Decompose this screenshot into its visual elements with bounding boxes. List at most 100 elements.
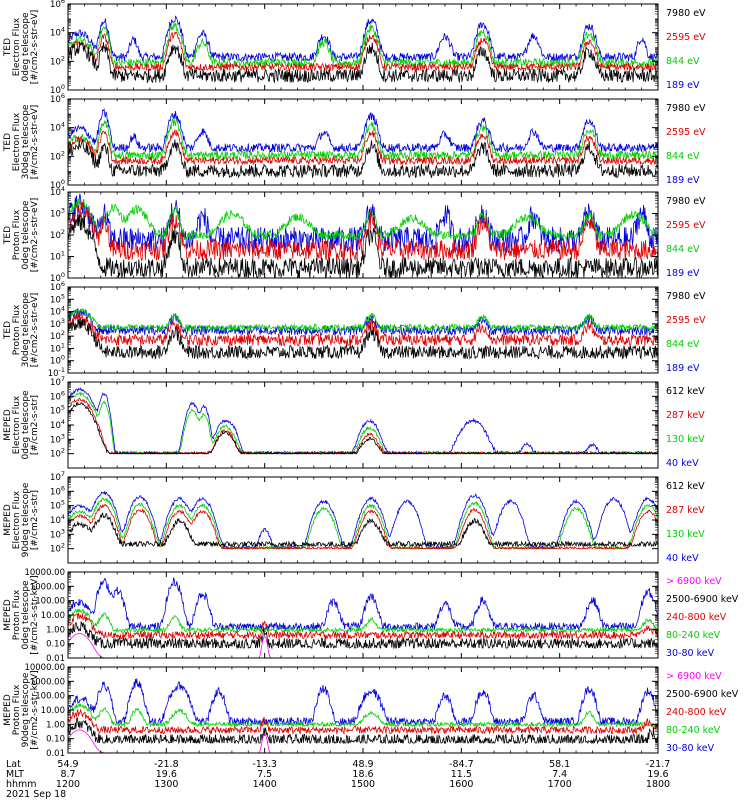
x-tick-label-mlt: 19.6 (156, 769, 177, 780)
y-tick-label: 101 (50, 341, 65, 354)
series-line-4 (68, 317, 658, 360)
x-tick-label-hhmm: 1600 (449, 779, 473, 790)
y-tick-label: 100 (50, 178, 65, 191)
y-axis-label-line: TED (3, 321, 13, 340)
y-tick-label: 106 (50, 92, 65, 105)
x-tick-label-lat: -84.7 (449, 759, 474, 770)
x-tick-label-lat: -13.3 (252, 759, 277, 770)
y-tick-label: 100.00 (35, 597, 65, 607)
series-line-2 (68, 608, 658, 634)
y-tick-label: 104 (50, 513, 65, 526)
y-tick-label: 0.01 (46, 654, 65, 664)
y-tick-label: 10-1 (48, 366, 65, 379)
y-tick-label: 104 (50, 185, 65, 198)
x-tick-label-hhmm: 1500 (351, 779, 375, 790)
x-row-label-lat: Lat (6, 759, 21, 770)
series-line-3 (68, 612, 658, 641)
x-tick-label-lat: 58.1 (549, 759, 570, 770)
legend-entry: 30-80 keV (666, 648, 715, 659)
y-axis-label-line: 0deg telescope (21, 390, 31, 460)
legend-entry: 130 keV (666, 529, 705, 540)
x-tick-label-mlt: 7.5 (257, 769, 272, 780)
y-tick-label: 101 (50, 250, 65, 263)
legend-entry: 40 keV (666, 553, 699, 564)
y-axis-label-line: 0deg telescope (21, 12, 31, 82)
y-tick-label: 105 (50, 499, 65, 512)
y-tick-label: 0.10 (46, 735, 65, 745)
x-tick-label-mlt: 19.6 (647, 769, 668, 780)
legend-entry: 189 eV (666, 175, 700, 186)
y-tick-label: 100 (50, 271, 65, 284)
y-tick-label: 100 (50, 83, 65, 96)
y-axis-label-line: Proton Flux (12, 209, 22, 260)
legend-entry: 2500-6900 keV (666, 689, 739, 700)
y-tick-label: 104 (50, 305, 65, 318)
y-tick-label: 102 (50, 447, 65, 460)
y-axis-label-line: MEPED (3, 694, 13, 726)
legend-entry: 2595 eV (666, 127, 706, 138)
x-tick-label-mlt: 8.7 (60, 769, 75, 780)
y-tick-label: 10000.00 (24, 568, 65, 578)
y-axis-label-line: [#/cm2-s-str-eV] (30, 293, 40, 368)
series-line-1 (68, 15, 658, 63)
y-tick-label: 106 (50, 389, 65, 402)
legend-entry: > 6900 keV (666, 576, 722, 587)
series-line-1 (68, 678, 658, 726)
legend-entry: 844 eV (666, 339, 700, 350)
legend-entry: 80-240 keV (666, 630, 721, 641)
series-line-4 (68, 401, 658, 455)
legend-entry: 2595 eV (666, 32, 706, 43)
legend-entry: 7980 eV (666, 196, 706, 207)
y-axis-label-line: [#/cm2-s-str-eV] (30, 198, 40, 273)
series-line-3 (68, 31, 658, 73)
y-axis-label-line: Proton Flux (12, 304, 22, 355)
legend-entry: 2595 eV (666, 315, 706, 326)
legend-entry: 287 keV (666, 410, 705, 421)
y-tick-label: 103 (50, 527, 65, 540)
series-line-3 (68, 504, 658, 551)
y-tick-label: 105 (50, 292, 65, 305)
y-tick-label: 102 (50, 329, 65, 342)
series-line-4 (68, 512, 658, 548)
legend-entry: 80-240 keV (666, 725, 721, 736)
y-axis-label-line: 30deg telescope (21, 292, 31, 367)
y-axis-label-line: [#/cm2-s-str] (30, 490, 40, 550)
panel-8: 0.01 0.10 1.00 10.00 100.00 1000.00 10000.00 ME… (3, 663, 739, 759)
series-group (68, 387, 658, 456)
y-axis-label-line: MEPED (3, 599, 13, 631)
legend-entry: 844 eV (666, 151, 700, 162)
y-axis-label-line: Electron Flux (12, 395, 22, 454)
series-line-3 (68, 312, 658, 347)
panel-2: 100 102 104 106 TED Electron Flux 30deg telesc… (3, 92, 706, 191)
series-line-2 (68, 497, 658, 551)
y-axis-label-line: Electron Flux (12, 17, 22, 76)
legend-entry: 844 eV (666, 56, 700, 67)
y-tick-label: 103 (50, 207, 65, 220)
y-tick-label: 0.01 (46, 749, 65, 759)
legend-entry: 287 keV (666, 505, 705, 516)
series-line-3 (68, 200, 658, 262)
y-axis-label-line: TED (3, 133, 13, 152)
legend-entry: 240-800 keV (666, 612, 727, 623)
y-tick-label: 1.00 (46, 625, 65, 635)
legend-entry: 189 eV (666, 80, 700, 91)
x-tick-label-hhmm: 1300 (154, 779, 178, 790)
y-tick-label: 106 (50, 280, 65, 293)
y-tick-label: 106 (50, 484, 65, 497)
legend-entry: 2500-6900 keV (666, 594, 739, 605)
series-line-1 (68, 490, 658, 551)
y-axis-label-line: [#/cm2-s-str-keV] (30, 670, 40, 749)
series-line-2 (68, 22, 658, 69)
series-line-3 (68, 129, 658, 166)
panel-1: 100 102 104 106 TED Electron Flux 0deg telesco… (3, 0, 706, 96)
x-tick-label-lat: 54.9 (57, 759, 78, 770)
y-tick-label: 10.00 (41, 706, 65, 716)
y-tick-label: 1000.00 (30, 582, 65, 592)
x-tick-label-mlt: 18.6 (352, 769, 373, 780)
series-group (68, 678, 658, 753)
legend-entry: 7980 eV (666, 291, 706, 302)
